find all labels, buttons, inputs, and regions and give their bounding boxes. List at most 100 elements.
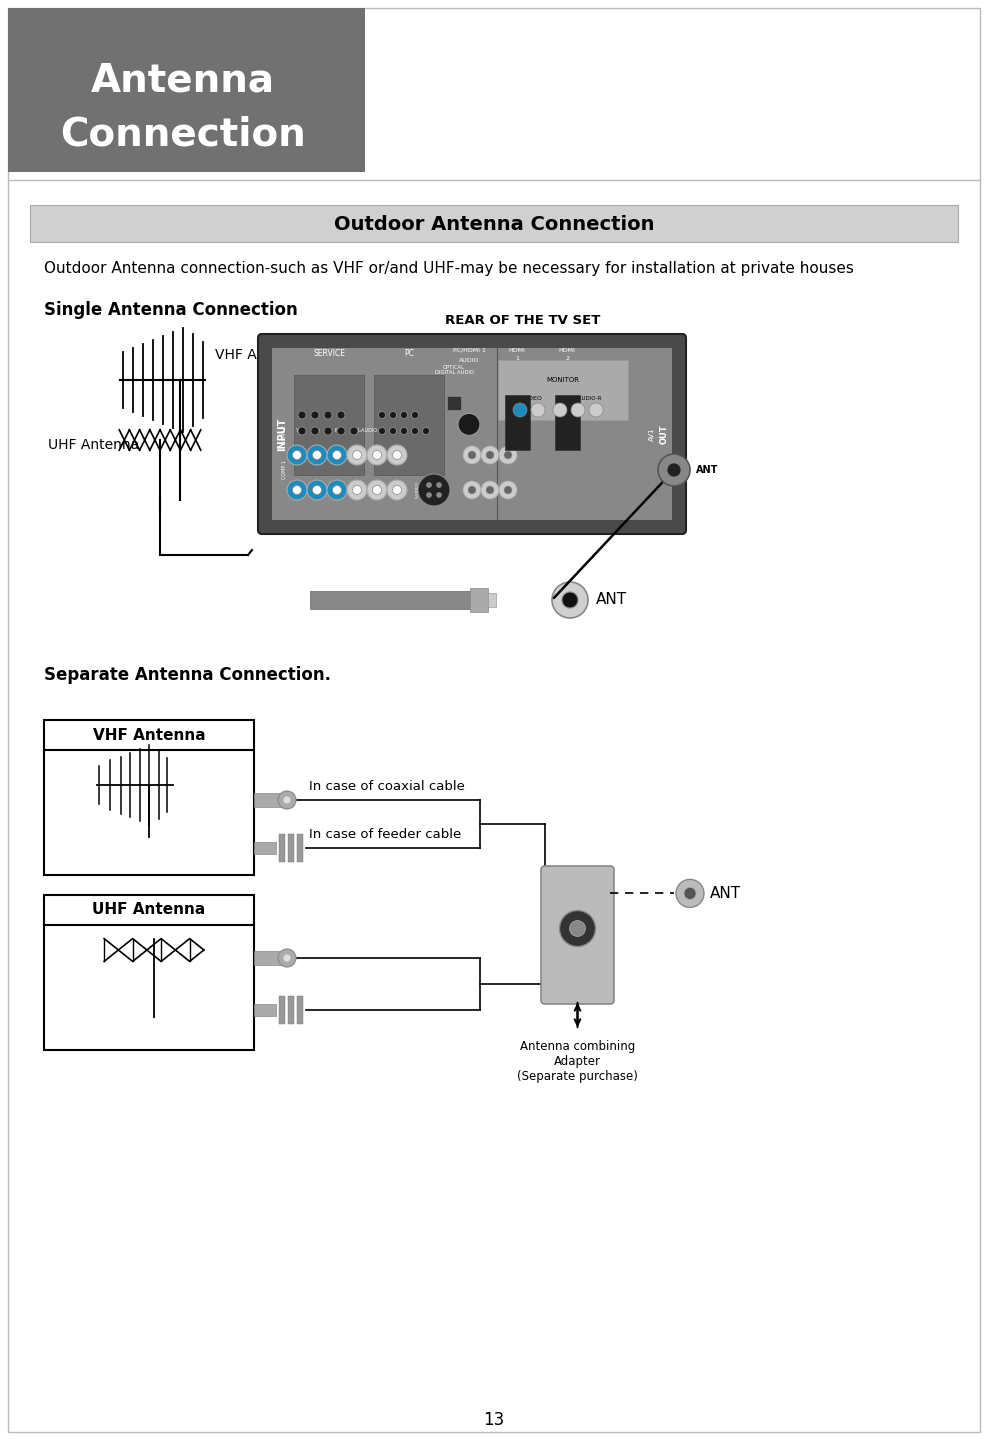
FancyBboxPatch shape bbox=[258, 334, 686, 534]
Circle shape bbox=[307, 480, 327, 500]
Circle shape bbox=[392, 485, 401, 494]
Text: REAR OF THE TV SET: REAR OF THE TV SET bbox=[445, 314, 600, 327]
Text: Single Antenna Connection: Single Antenna Connection bbox=[44, 301, 297, 320]
Text: Separate Antenna Connection.: Separate Antenna Connection. bbox=[44, 665, 331, 684]
Text: PC: PC bbox=[404, 348, 414, 357]
Circle shape bbox=[372, 451, 381, 459]
Text: Pb: Pb bbox=[313, 429, 320, 433]
Bar bbox=[279, 834, 285, 863]
Circle shape bbox=[327, 445, 347, 465]
Circle shape bbox=[437, 492, 442, 497]
Circle shape bbox=[367, 445, 387, 465]
Circle shape bbox=[283, 953, 291, 962]
Circle shape bbox=[486, 451, 494, 459]
Bar bbox=[254, 793, 284, 806]
Text: INPUT: INPUT bbox=[277, 418, 287, 451]
Circle shape bbox=[327, 480, 347, 500]
Circle shape bbox=[400, 428, 407, 435]
Circle shape bbox=[337, 410, 345, 419]
Text: HDMI: HDMI bbox=[509, 347, 526, 353]
Circle shape bbox=[278, 791, 296, 809]
Circle shape bbox=[278, 949, 296, 968]
Circle shape bbox=[287, 445, 307, 465]
FancyBboxPatch shape bbox=[541, 865, 614, 1004]
Circle shape bbox=[372, 485, 381, 494]
Bar bbox=[272, 348, 672, 520]
Circle shape bbox=[292, 451, 301, 459]
Bar bbox=[8, 9, 365, 171]
Text: COMP 1: COMP 1 bbox=[282, 461, 287, 480]
Text: 2: 2 bbox=[565, 357, 569, 361]
Text: AUDIO: AUDIO bbox=[458, 357, 479, 363]
Bar bbox=[498, 360, 628, 420]
Circle shape bbox=[486, 487, 494, 494]
Text: ANT: ANT bbox=[710, 886, 741, 901]
Circle shape bbox=[569, 920, 586, 936]
Circle shape bbox=[468, 451, 476, 459]
Text: Antenna combining
Adapter
(Separate purchase): Antenna combining Adapter (Separate purc… bbox=[517, 1040, 638, 1083]
Circle shape bbox=[400, 412, 407, 419]
Bar bbox=[555, 395, 580, 449]
Text: ANT: ANT bbox=[596, 592, 627, 608]
Circle shape bbox=[423, 428, 430, 435]
Text: VIDEO: VIDEO bbox=[523, 396, 543, 400]
Circle shape bbox=[411, 428, 419, 435]
Circle shape bbox=[337, 428, 345, 435]
Circle shape bbox=[499, 446, 517, 464]
Text: VHF Antenna: VHF Antenna bbox=[93, 727, 206, 743]
Circle shape bbox=[427, 492, 432, 497]
Bar bbox=[44, 896, 254, 1050]
Bar bbox=[297, 834, 303, 863]
Text: VHF Antenna: VHF Antenna bbox=[215, 348, 305, 361]
Circle shape bbox=[333, 451, 342, 459]
Circle shape bbox=[531, 403, 545, 418]
Circle shape bbox=[283, 796, 291, 804]
Text: COMP 2: COMP 2 bbox=[282, 426, 287, 445]
Circle shape bbox=[378, 428, 385, 435]
Circle shape bbox=[353, 451, 362, 459]
Circle shape bbox=[499, 481, 517, 500]
Bar bbox=[297, 996, 303, 1024]
Circle shape bbox=[311, 410, 319, 419]
Circle shape bbox=[347, 445, 367, 465]
Text: UHF Antenna: UHF Antenna bbox=[48, 438, 139, 452]
Text: L-AUDIO-R: L-AUDIO-R bbox=[574, 396, 603, 400]
FancyBboxPatch shape bbox=[8, 9, 980, 1431]
Bar bbox=[470, 588, 488, 612]
Text: S-VIDEO: S-VIDEO bbox=[416, 481, 420, 498]
Bar bbox=[279, 996, 285, 1024]
Circle shape bbox=[411, 412, 419, 419]
Text: Antenna: Antenna bbox=[91, 60, 275, 99]
Circle shape bbox=[389, 412, 396, 419]
Circle shape bbox=[387, 445, 407, 465]
Circle shape bbox=[458, 413, 480, 435]
Text: OUT: OUT bbox=[660, 425, 669, 444]
Text: OPTICAL
DIGITAL AUDIO: OPTICAL DIGITAL AUDIO bbox=[435, 364, 473, 376]
Bar bbox=[254, 842, 276, 854]
Text: MONITOR: MONITOR bbox=[546, 377, 580, 383]
Bar bbox=[374, 374, 444, 475]
Text: Outdoor Antenna connection-such as VHF or/and UHF-may be necessary for installat: Outdoor Antenna connection-such as VHF o… bbox=[44, 261, 854, 275]
Bar bbox=[254, 950, 284, 965]
Bar bbox=[447, 396, 461, 410]
Circle shape bbox=[504, 451, 512, 459]
Text: Connection: Connection bbox=[60, 117, 306, 154]
Circle shape bbox=[589, 403, 603, 418]
Circle shape bbox=[676, 880, 704, 907]
Text: ANT: ANT bbox=[696, 465, 718, 475]
Circle shape bbox=[437, 482, 442, 488]
Circle shape bbox=[571, 403, 585, 418]
Circle shape bbox=[312, 451, 321, 459]
Text: 13: 13 bbox=[483, 1411, 505, 1428]
Text: PC/HDMI 1: PC/HDMI 1 bbox=[453, 347, 485, 353]
Circle shape bbox=[287, 480, 307, 500]
Bar bbox=[310, 590, 470, 609]
Text: AV1: AV1 bbox=[649, 428, 655, 441]
Circle shape bbox=[311, 428, 319, 435]
Circle shape bbox=[324, 428, 332, 435]
Bar bbox=[288, 834, 294, 863]
Circle shape bbox=[298, 410, 306, 419]
Bar bbox=[488, 593, 496, 608]
Circle shape bbox=[504, 487, 512, 494]
Circle shape bbox=[378, 412, 385, 419]
